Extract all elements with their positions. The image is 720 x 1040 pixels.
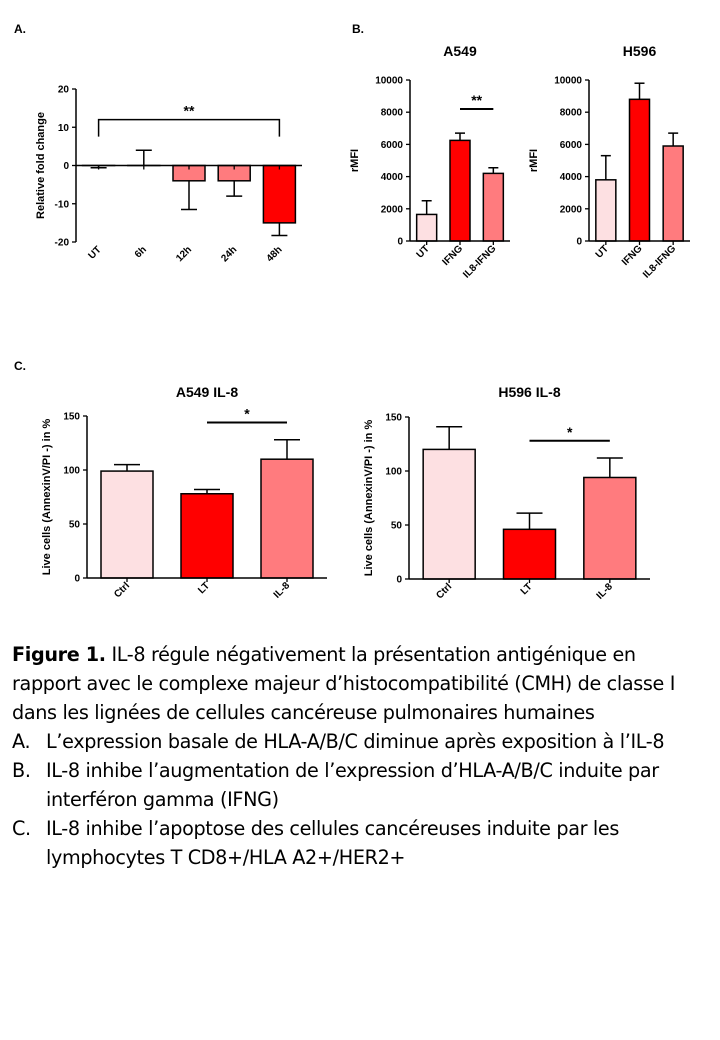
significance-label: ** bbox=[471, 92, 482, 108]
x-tick-label: IFNG bbox=[620, 243, 645, 268]
x-tick-label: 6h bbox=[133, 244, 149, 260]
caption-item-text: IL-8 inhibe l’augmentation de l’expressi… bbox=[46, 759, 659, 782]
caption-item-text: L’expression basale de HLA-A/B/C diminue… bbox=[46, 730, 665, 753]
bar-48h bbox=[262, 164, 297, 224]
caption-item-marker: A. bbox=[12, 730, 31, 753]
x-tick-label: LT bbox=[196, 580, 212, 596]
x-tick-label: IL-8 bbox=[595, 581, 616, 602]
bar-il8-ifng bbox=[662, 145, 684, 242]
significance-label: * bbox=[244, 405, 250, 421]
y-tick-label: 0 bbox=[576, 237, 582, 248]
y-tick-label: 6000 bbox=[381, 140, 404, 151]
y-tick-label: 2000 bbox=[560, 204, 583, 215]
y-tick-label: 50 bbox=[391, 521, 403, 532]
chart-title: A549 bbox=[443, 43, 477, 59]
y-tick-label: 8000 bbox=[560, 108, 583, 119]
y-tick-label: -10 bbox=[55, 199, 70, 210]
y-axis-label: Live cells (AnnexinV/PI -) in % bbox=[41, 419, 53, 576]
significance-label: ** bbox=[184, 103, 195, 119]
y-tick-label: 50 bbox=[69, 520, 81, 531]
y-tick-label: 6000 bbox=[560, 140, 583, 151]
chart-c1: A549 IL-8 0 50 100 150 Live cells (AnnexinV/P… bbox=[41, 384, 327, 601]
y-axis-label: rMFI bbox=[349, 149, 361, 172]
y-tick-label: 10000 bbox=[375, 76, 403, 87]
bar-ut bbox=[415, 213, 438, 242]
y-axis-label: Relative fold change bbox=[35, 112, 47, 219]
figure-caption: Figure 1. IL-8 régule négativement la pr… bbox=[12, 640, 712, 872]
bar-ifng bbox=[628, 98, 651, 242]
y-tick-label: 8000 bbox=[381, 108, 404, 119]
chart-c2: H596 IL-8 0 50 100 150 Live cells (AnnexinV/P… bbox=[363, 384, 650, 602]
chart-a: -20 -10 0 10 20 Relative fold change UT 6h 12h 24… bbox=[35, 85, 302, 264]
chart-title: H596 IL-8 bbox=[498, 384, 560, 400]
y-tick-label: 10 bbox=[58, 123, 70, 134]
caption-item-marker: B. bbox=[12, 759, 31, 782]
x-tick-label: UT bbox=[594, 243, 611, 260]
figure-canvas: A. B. C. -20 -10 0 10 20 Relative fold change… bbox=[14, 22, 690, 602]
x-tick-label: 12h bbox=[174, 244, 194, 264]
x-tick-label: 24h bbox=[219, 244, 239, 264]
y-tick-label: 0 bbox=[397, 237, 403, 248]
bar-lt bbox=[502, 528, 557, 580]
y-tick-label: 2000 bbox=[381, 204, 404, 215]
x-tick-label: IFNG bbox=[440, 243, 465, 268]
caption-item-text: IL-8 inhibe l’apoptose des cellules canc… bbox=[46, 817, 619, 840]
chart-b2: H596 0 2000 4000 6000 8000 10000 rMFI UT IFNGIL8-… bbox=[528, 43, 690, 281]
bar-ifng bbox=[449, 139, 471, 242]
caption-item-b-continued: interféron gamma (IFNG) bbox=[46, 788, 279, 811]
significance-label: * bbox=[567, 424, 573, 440]
y-tick-label: 0 bbox=[63, 161, 69, 172]
x-tick-label: LT bbox=[519, 581, 535, 597]
caption-intro-text-1: IL-8 régule négativement la présentation… bbox=[105, 643, 636, 666]
y-axis-label: Live cells (AnnexinV/PI -) in % bbox=[363, 420, 375, 577]
caption-item-c-continued: lymphocytes T CD8+/HLA A2+/HER2+ bbox=[46, 846, 406, 869]
x-tick-label: UT bbox=[87, 244, 104, 261]
bar-ctrl bbox=[422, 448, 476, 580]
caption-title: Figure 1. bbox=[12, 643, 106, 666]
x-tick-label: Ctrl bbox=[112, 580, 132, 600]
caption-item-marker: C. bbox=[12, 817, 31, 840]
caption-item-a: A. L’expression basale de HLA-A/B/C dimin… bbox=[12, 727, 712, 756]
panel-label-b: B. bbox=[352, 22, 364, 36]
chart-title: A549 IL-8 bbox=[176, 384, 238, 400]
y-tick-label: 150 bbox=[63, 412, 80, 423]
y-tick-label: 4000 bbox=[381, 172, 404, 183]
caption-intro-line-1: Figure 1. IL-8 régule négativement la pr… bbox=[12, 640, 712, 669]
panel-label-c: C. bbox=[14, 359, 26, 373]
chart-b1: A549 0 2000 4000 6000 8000 10000 rMFI UT IFNGIL8-… bbox=[349, 43, 510, 281]
significance-bracket bbox=[97, 118, 281, 137]
y-tick-label: 4000 bbox=[560, 172, 583, 183]
y-tick-label: 0 bbox=[74, 574, 80, 585]
bar-il8-ifng bbox=[482, 172, 505, 242]
bar-lt bbox=[180, 493, 234, 579]
bar-il-8 bbox=[583, 476, 637, 580]
x-tick-label: 48h bbox=[265, 244, 285, 264]
bar-ctrl bbox=[100, 470, 154, 579]
charts-layer: -20 -10 0 10 20 Relative fold change UT 6h 12h 24… bbox=[35, 43, 690, 602]
caption-item-c: C. IL-8 inhibe l’apoptose des cellules ca… bbox=[12, 814, 712, 843]
chart-title: H596 bbox=[623, 43, 657, 59]
y-tick-label: 100 bbox=[385, 467, 402, 478]
y-axis-label: rMFI bbox=[528, 149, 540, 172]
x-tick-label: IL8-IFNG bbox=[641, 243, 678, 280]
y-tick-label: 10000 bbox=[554, 76, 582, 87]
x-tick-label: IL-8 bbox=[272, 580, 293, 601]
y-tick-label: 20 bbox=[58, 85, 70, 96]
bar-ut bbox=[595, 179, 617, 242]
y-tick-label: -20 bbox=[55, 238, 70, 249]
y-tick-label: 100 bbox=[63, 466, 80, 477]
x-tick-label: IL8-IFNG bbox=[461, 243, 498, 280]
x-tick-label: UT bbox=[415, 243, 432, 260]
caption-item-b: B. IL-8 inhibe l’augmentation de l’expres… bbox=[12, 756, 712, 785]
panel-label-a: A. bbox=[14, 22, 26, 36]
y-tick-label: 150 bbox=[385, 413, 402, 424]
caption-intro-line-3: dans les lignées de cellules cancéreuse … bbox=[12, 701, 595, 724]
bar-il-8 bbox=[260, 458, 314, 579]
caption-intro-line-2: rapport avec le complexe majeur d’histoc… bbox=[12, 672, 676, 695]
x-tick-label: Ctrl bbox=[434, 581, 454, 601]
y-tick-label: 0 bbox=[396, 575, 402, 586]
